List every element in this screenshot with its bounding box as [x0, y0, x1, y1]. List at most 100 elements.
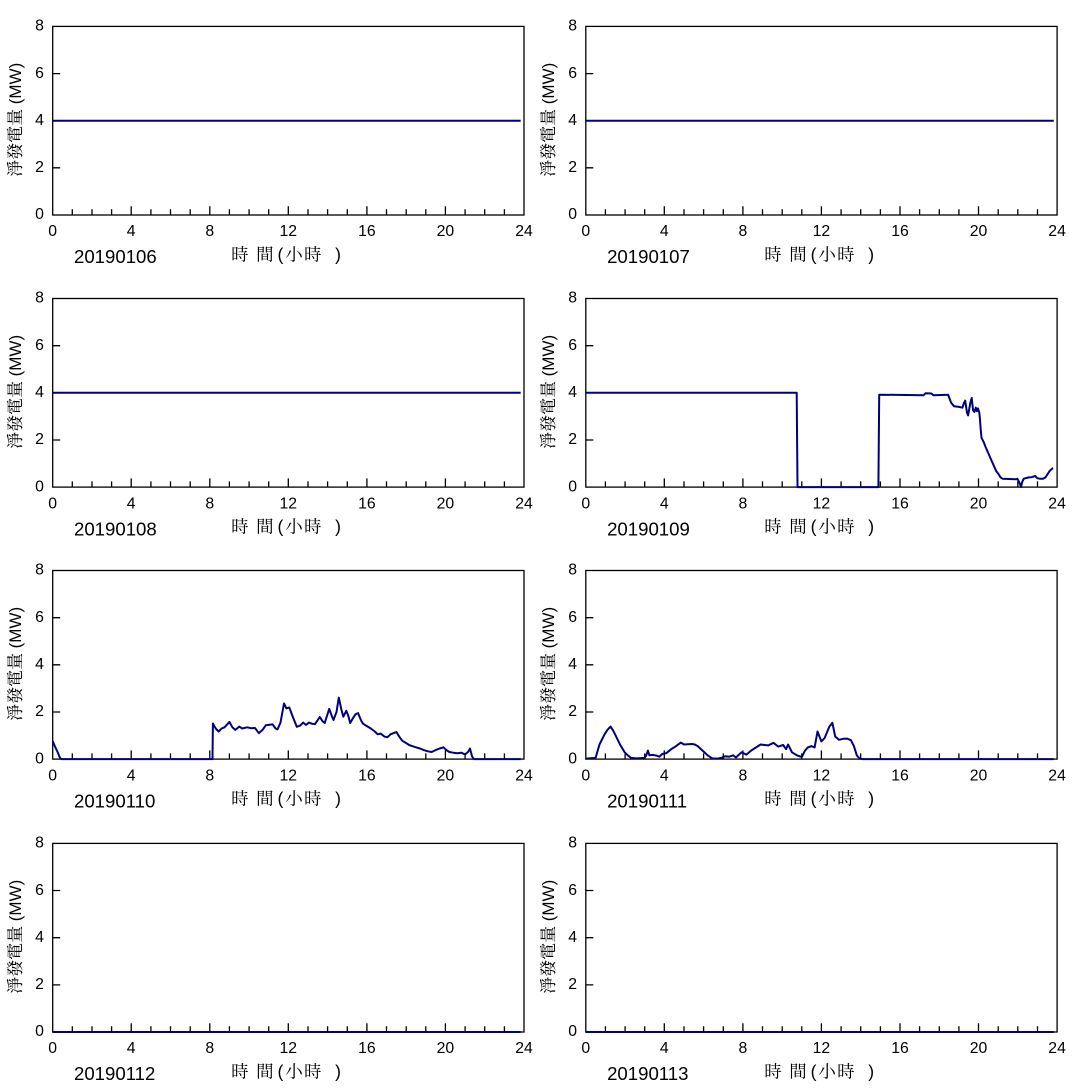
svg-text:20190113: 20190113 [607, 1063, 688, 1084]
svg-text:12: 12 [280, 223, 298, 240]
svg-text:16: 16 [358, 1040, 376, 1057]
svg-text:20: 20 [437, 1040, 455, 1057]
svg-text:12: 12 [813, 223, 831, 240]
svg-text:24: 24 [1048, 495, 1066, 512]
svg-text:16: 16 [891, 767, 909, 784]
svg-text:8: 8 [205, 495, 214, 512]
svg-text:8: 8 [739, 1040, 748, 1057]
svg-text:6: 6 [35, 882, 44, 899]
svg-text:20190107: 20190107 [607, 246, 690, 267]
svg-text:20190106: 20190106 [74, 246, 157, 267]
svg-text:6: 6 [35, 337, 44, 354]
svg-text:12: 12 [280, 495, 298, 512]
svg-text:2: 2 [568, 431, 577, 448]
svg-text:8: 8 [739, 495, 748, 512]
svg-text:0: 0 [568, 1023, 577, 1040]
svg-text:4: 4 [660, 495, 669, 512]
svg-text:0: 0 [568, 478, 577, 495]
svg-text:0: 0 [35, 750, 44, 767]
svg-text:20: 20 [437, 767, 455, 784]
svg-text:20: 20 [970, 767, 988, 784]
svg-text:0: 0 [48, 767, 57, 784]
svg-text:0: 0 [581, 1040, 590, 1057]
svg-text:0: 0 [568, 750, 577, 767]
svg-text:2: 2 [35, 703, 44, 720]
svg-text:8: 8 [35, 290, 44, 307]
svg-text:8: 8 [568, 562, 577, 579]
svg-text:8: 8 [739, 767, 748, 784]
svg-text:0: 0 [48, 1040, 57, 1057]
svg-text:4: 4 [127, 495, 136, 512]
svg-text:20190110: 20190110 [74, 790, 155, 811]
svg-text:20: 20 [437, 495, 455, 512]
svg-text:6: 6 [568, 882, 577, 899]
svg-text:4: 4 [35, 112, 44, 129]
svg-text:2: 2 [568, 159, 577, 176]
svg-text:16: 16 [891, 1040, 909, 1057]
svg-text:6: 6 [568, 609, 577, 626]
svg-text:8: 8 [35, 562, 44, 579]
svg-text:4: 4 [568, 112, 577, 129]
svg-text:24: 24 [1048, 1040, 1066, 1057]
svg-text:6: 6 [568, 65, 577, 82]
svg-text:24: 24 [1048, 767, 1066, 784]
svg-text:8: 8 [35, 18, 44, 35]
svg-text:4: 4 [127, 1040, 136, 1057]
svg-text:0: 0 [581, 767, 590, 784]
svg-text:24: 24 [1048, 223, 1066, 240]
svg-text:12: 12 [280, 1040, 298, 1057]
svg-text:4: 4 [568, 656, 577, 673]
svg-text:6: 6 [35, 609, 44, 626]
svg-text:12: 12 [280, 767, 298, 784]
svg-text:4: 4 [127, 767, 136, 784]
svg-text:8: 8 [205, 223, 214, 240]
svg-text:12: 12 [813, 767, 831, 784]
svg-text:8: 8 [205, 767, 214, 784]
svg-text:20190112: 20190112 [74, 1063, 155, 1084]
svg-text:4: 4 [660, 767, 669, 784]
svg-text:20190109: 20190109 [607, 518, 690, 539]
svg-text:2: 2 [35, 159, 44, 176]
svg-text:2: 2 [568, 976, 577, 993]
svg-text:0: 0 [48, 495, 57, 512]
svg-text:8: 8 [739, 223, 748, 240]
svg-text:8: 8 [568, 18, 577, 35]
svg-text:20: 20 [437, 223, 455, 240]
svg-text:4: 4 [127, 223, 136, 240]
svg-text:0: 0 [48, 223, 57, 240]
svg-text:8: 8 [205, 1040, 214, 1057]
svg-text:12: 12 [813, 495, 831, 512]
svg-text:16: 16 [358, 223, 376, 240]
svg-text:8: 8 [568, 835, 577, 852]
svg-text:16: 16 [358, 767, 376, 784]
svg-text:0: 0 [581, 223, 590, 240]
svg-text:16: 16 [891, 495, 909, 512]
svg-text:0: 0 [35, 206, 44, 223]
svg-text:4: 4 [35, 656, 44, 673]
svg-text:4: 4 [35, 384, 44, 401]
svg-text:20190108: 20190108 [74, 518, 157, 539]
svg-text:0: 0 [581, 495, 590, 512]
svg-text:8: 8 [35, 835, 44, 852]
svg-text:4: 4 [568, 929, 577, 946]
svg-text:2: 2 [568, 703, 577, 720]
svg-text:24: 24 [515, 767, 533, 784]
svg-text:24: 24 [515, 495, 533, 512]
svg-text:16: 16 [358, 495, 376, 512]
svg-text:4: 4 [35, 929, 44, 946]
svg-text:20190111: 20190111 [607, 790, 687, 811]
svg-text:4: 4 [660, 223, 669, 240]
svg-text:24: 24 [515, 1040, 533, 1057]
svg-text:16: 16 [891, 223, 909, 240]
svg-text:6: 6 [568, 337, 577, 354]
svg-text:20: 20 [970, 223, 988, 240]
svg-text:4: 4 [568, 384, 577, 401]
svg-text:0: 0 [35, 1023, 44, 1040]
svg-text:2: 2 [35, 976, 44, 993]
svg-text:8: 8 [568, 290, 577, 307]
svg-text:12: 12 [813, 1040, 831, 1057]
svg-text:4: 4 [660, 1040, 669, 1057]
svg-text:0: 0 [35, 478, 44, 495]
svg-text:6: 6 [35, 65, 44, 82]
svg-text:20: 20 [970, 1040, 988, 1057]
